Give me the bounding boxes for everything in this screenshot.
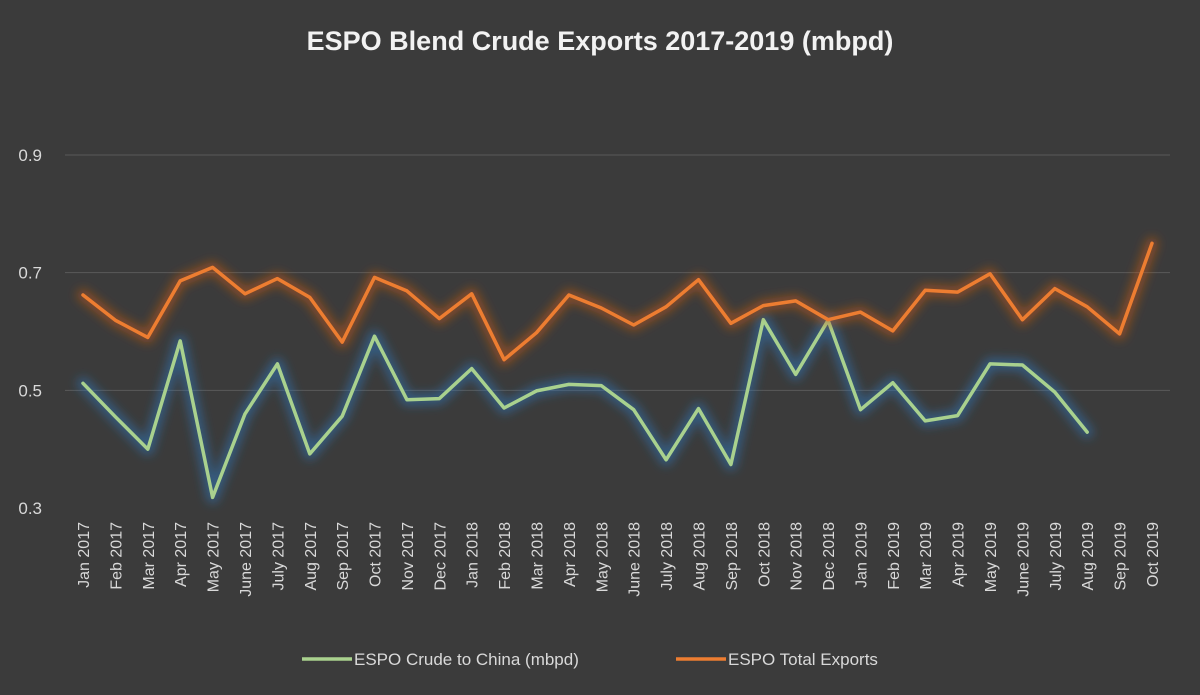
x-tick-label: Jan 2018 xyxy=(465,522,482,588)
x-tick-label: Sep 2018 xyxy=(724,522,741,591)
x-tick-label: Feb 2018 xyxy=(497,522,514,590)
x-tick-label: June 2019 xyxy=(1015,522,1032,597)
x-tick-label: Aug 2017 xyxy=(303,522,320,591)
legend: ESPO Crude to China (mbpd) ESPO Total Exp… xyxy=(302,650,878,669)
gridlines xyxy=(65,154,1170,391)
x-tick-label: Jan 2019 xyxy=(853,522,870,588)
x-tick-label: Dec 2018 xyxy=(821,522,838,591)
x-tick-label: July 2018 xyxy=(659,522,676,591)
x-tick-label: Feb 2017 xyxy=(108,522,125,590)
x-tick-label: Oct 2019 xyxy=(1145,522,1162,587)
series-line-china xyxy=(81,317,1089,500)
y-tick-label: 0.5 xyxy=(18,381,42,400)
x-tick-label: Sep 2017 xyxy=(335,522,352,591)
x-tick-label: June 2017 xyxy=(238,522,255,597)
x-tick-label: Aug 2019 xyxy=(1080,522,1097,591)
x-tick-label: Nov 2018 xyxy=(789,522,806,591)
y-axis: 0.3 0.5 0.7 0.9 xyxy=(18,146,42,518)
x-tick-label: Jan 2017 xyxy=(76,522,93,588)
y-tick-label: 0.7 xyxy=(18,264,42,283)
x-tick-label: May 2017 xyxy=(206,522,223,592)
series-line-total xyxy=(81,241,1154,362)
series-glow-0 xyxy=(77,313,1094,504)
series-glow-1 xyxy=(77,237,1158,366)
x-tick-label: May 2018 xyxy=(594,522,611,592)
x-tick-label: Mar 2018 xyxy=(530,522,547,590)
legend-label: ESPO Total Exports xyxy=(728,650,878,669)
x-tick-label: July 2017 xyxy=(270,522,287,591)
x-tick-label: Oct 2018 xyxy=(756,522,773,587)
series-lines xyxy=(77,237,1158,504)
x-tick-label: Apr 2019 xyxy=(951,522,968,587)
x-tick-label: Apr 2018 xyxy=(562,522,579,587)
x-tick-label: Aug 2018 xyxy=(691,522,708,591)
y-tick-label: 0.9 xyxy=(18,146,42,165)
x-tick-label: Apr 2017 xyxy=(173,522,190,587)
x-tick-label: Feb 2019 xyxy=(886,522,903,590)
x-tick-label: Dec 2017 xyxy=(432,522,449,591)
x-tick-label: June 2018 xyxy=(627,522,644,597)
x-tick-label: Mar 2019 xyxy=(918,522,935,590)
x-tick-label: Nov 2017 xyxy=(400,522,417,591)
chart-title: ESPO Blend Crude Exports 2017-2019 (mbpd… xyxy=(307,26,894,56)
x-tick-label: Mar 2017 xyxy=(141,522,158,590)
x-tick-label: Sep 2019 xyxy=(1113,522,1130,591)
y-tick-label: 0.3 xyxy=(18,499,42,518)
x-tick-label: July 2019 xyxy=(1048,522,1065,591)
legend-label: ESPO Crude to China (mbpd) xyxy=(354,650,579,669)
x-tick-label: Oct 2017 xyxy=(368,522,385,587)
x-tick-label: May 2019 xyxy=(983,522,1000,592)
x-axis: Jan 2017 Feb 2017 Mar 2017 Apr 2017 May 2017… xyxy=(76,522,1162,597)
